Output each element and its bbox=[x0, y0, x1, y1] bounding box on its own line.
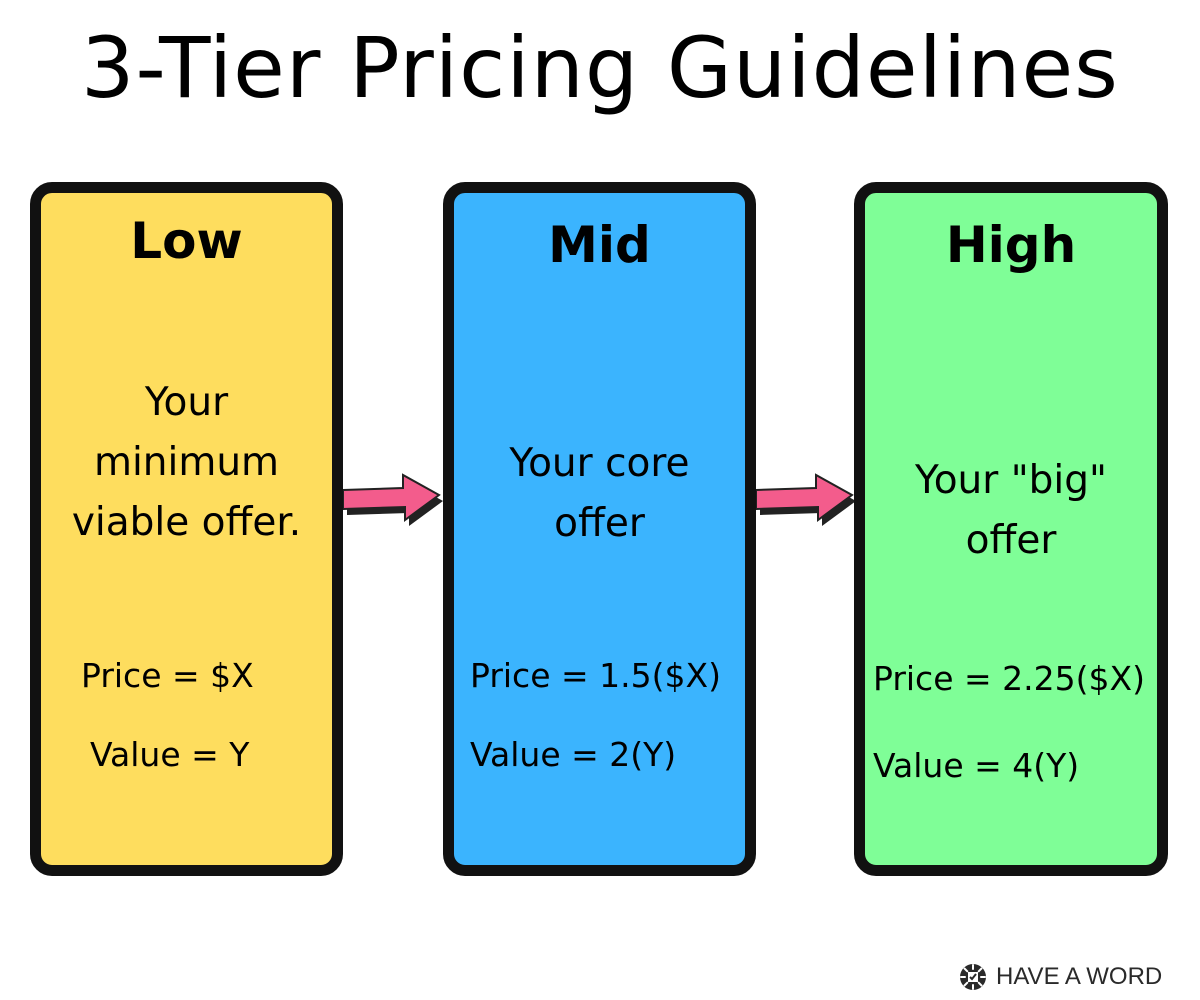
tier-price: Price = 1.5($X) bbox=[470, 656, 721, 695]
tier-name: Low bbox=[130, 212, 243, 270]
tier-price: Price = 2.25($X) bbox=[873, 659, 1145, 698]
brand-logo: HAVE A WORD bbox=[958, 960, 1162, 994]
brand-name: HAVE A WORD bbox=[996, 963, 1163, 990]
tier-description: Your core offer bbox=[509, 441, 690, 546]
tier-value: Value = 2(Y) bbox=[470, 735, 677, 774]
right-arrow-icon bbox=[756, 473, 856, 526]
tier-card-high: High Your "big" offer Price = 2.25($X) V… bbox=[854, 182, 1168, 876]
tier-card-mid: Mid Your core offer Price = 1.5($X) Valu… bbox=[443, 182, 756, 876]
tier-card-low: Low Your minimum viable offer. Price = $… bbox=[30, 182, 343, 876]
have-a-word-logo-icon bbox=[960, 964, 986, 990]
tier-name: High bbox=[945, 216, 1077, 274]
tier-description: Your minimum viable offer. bbox=[71, 380, 302, 545]
arrow-fill bbox=[756, 473, 854, 522]
tier-name: Mid bbox=[548, 216, 651, 274]
page-title: 3-Tier Pricing Guidelines bbox=[81, 19, 1119, 117]
tier-description: Your "big" offer bbox=[915, 458, 1107, 563]
right-arrow-icon bbox=[343, 473, 443, 526]
arrow-fill bbox=[343, 473, 441, 522]
tier-value: Value = 4(Y) bbox=[873, 746, 1080, 785]
tier-price: Price = $X bbox=[81, 656, 254, 695]
tier-value: Value = Y bbox=[90, 735, 250, 774]
